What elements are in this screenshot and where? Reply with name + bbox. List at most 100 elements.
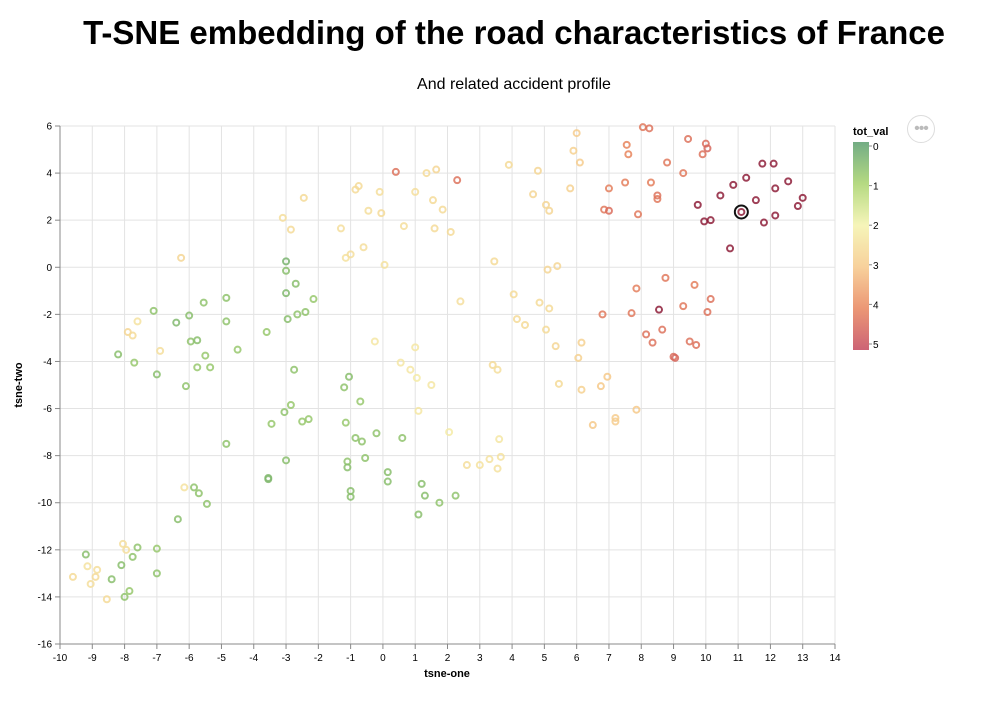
- data-point[interactable]: [655, 305, 664, 314]
- data-point[interactable]: [493, 365, 502, 374]
- data-point[interactable]: [283, 315, 292, 324]
- data-point[interactable]: [364, 206, 373, 215]
- data-point[interactable]: [784, 177, 793, 186]
- data-point[interactable]: [742, 173, 751, 182]
- data-point[interactable]: [679, 302, 688, 311]
- data-point[interactable]: [693, 200, 702, 209]
- data-point[interactable]: [428, 196, 437, 205]
- data-point[interactable]: [341, 418, 350, 427]
- data-point[interactable]: [462, 461, 471, 470]
- data-point[interactable]: [372, 429, 381, 438]
- data-point[interactable]: [451, 491, 460, 500]
- data-point[interactable]: [340, 383, 349, 392]
- data-point[interactable]: [577, 385, 586, 394]
- data-point[interactable]: [181, 382, 190, 391]
- data-point[interactable]: [152, 569, 161, 578]
- data-point[interactable]: [293, 310, 302, 319]
- data-point[interactable]: [685, 337, 694, 346]
- data-point[interactable]: [509, 290, 518, 299]
- data-point[interactable]: [798, 193, 807, 202]
- data-point[interactable]: [190, 483, 199, 492]
- data-point[interactable]: [128, 331, 137, 340]
- data-point[interactable]: [262, 328, 271, 337]
- data-point[interactable]: [706, 216, 715, 225]
- data-point[interactable]: [356, 397, 365, 406]
- data-point[interactable]: [769, 159, 778, 168]
- data-point[interactable]: [634, 210, 643, 219]
- data-point[interactable]: [488, 360, 497, 369]
- data-point[interactable]: [414, 406, 423, 415]
- data-point[interactable]: [391, 167, 400, 176]
- data-point[interactable]: [282, 266, 291, 275]
- data-point[interactable]: [412, 373, 421, 382]
- data-point[interactable]: [380, 260, 389, 269]
- data-point[interactable]: [706, 295, 715, 304]
- data-point[interactable]: [771, 211, 780, 220]
- data-point[interactable]: [117, 561, 126, 570]
- data-point[interactable]: [309, 295, 318, 304]
- data-point[interactable]: [716, 191, 725, 200]
- data-point[interactable]: [377, 209, 386, 218]
- data-point[interactable]: [703, 144, 712, 153]
- data-point[interactable]: [370, 337, 379, 346]
- data-point[interactable]: [359, 243, 368, 252]
- data-point[interactable]: [493, 464, 502, 473]
- data-point[interactable]: [611, 413, 620, 422]
- data-point[interactable]: [128, 552, 137, 561]
- data-point[interactable]: [638, 123, 647, 132]
- data-point[interactable]: [575, 158, 584, 167]
- data-point[interactable]: [193, 363, 202, 372]
- data-point[interactable]: [354, 182, 363, 191]
- data-point[interactable]: [118, 539, 127, 548]
- data-point[interactable]: [759, 218, 768, 227]
- data-point[interactable]: [361, 453, 370, 462]
- highlighted-point[interactable]: [733, 204, 749, 220]
- data-point[interactable]: [398, 433, 407, 442]
- data-point[interactable]: [485, 455, 494, 464]
- data-point[interactable]: [446, 227, 455, 236]
- data-point[interactable]: [577, 338, 586, 347]
- data-point[interactable]: [414, 510, 423, 519]
- data-point[interactable]: [726, 244, 735, 253]
- data-point[interactable]: [120, 592, 129, 601]
- data-point[interactable]: [771, 184, 780, 193]
- data-point[interactable]: [684, 134, 693, 143]
- data-point[interactable]: [703, 308, 712, 317]
- data-point[interactable]: [422, 169, 431, 178]
- data-point[interactable]: [406, 365, 415, 374]
- data-point[interactable]: [291, 279, 300, 288]
- data-point[interactable]: [81, 550, 90, 559]
- data-point[interactable]: [653, 194, 662, 203]
- data-point[interactable]: [186, 337, 195, 346]
- data-point[interactable]: [83, 562, 92, 571]
- data-point[interactable]: [648, 338, 657, 347]
- data-point[interactable]: [222, 317, 231, 326]
- data-point[interactable]: [495, 435, 504, 444]
- data-point[interactable]: [267, 419, 276, 428]
- data-point[interactable]: [345, 372, 354, 381]
- data-point[interactable]: [202, 499, 211, 508]
- data-point[interactable]: [653, 191, 662, 200]
- data-point[interactable]: [152, 370, 161, 379]
- data-point[interactable]: [125, 587, 134, 596]
- data-point[interactable]: [185, 311, 194, 320]
- data-point[interactable]: [282, 257, 291, 266]
- data-point[interactable]: [622, 140, 631, 149]
- data-point[interactable]: [357, 437, 366, 446]
- data-point[interactable]: [346, 492, 355, 501]
- data-point[interactable]: [453, 176, 462, 185]
- data-point[interactable]: [427, 381, 436, 389]
- data-point[interactable]: [646, 178, 655, 187]
- data-point[interactable]: [737, 207, 746, 216]
- data-point[interactable]: [698, 150, 707, 159]
- data-point[interactable]: [690, 280, 699, 289]
- data-point[interactable]: [411, 343, 420, 352]
- data-point[interactable]: [569, 146, 578, 155]
- data-point[interactable]: [396, 358, 405, 367]
- data-point[interactable]: [642, 330, 651, 339]
- data-point[interactable]: [632, 405, 641, 414]
- data-point[interactable]: [430, 224, 439, 233]
- data-point[interactable]: [233, 345, 242, 354]
- data-point[interactable]: [206, 363, 215, 372]
- data-point[interactable]: [199, 298, 208, 307]
